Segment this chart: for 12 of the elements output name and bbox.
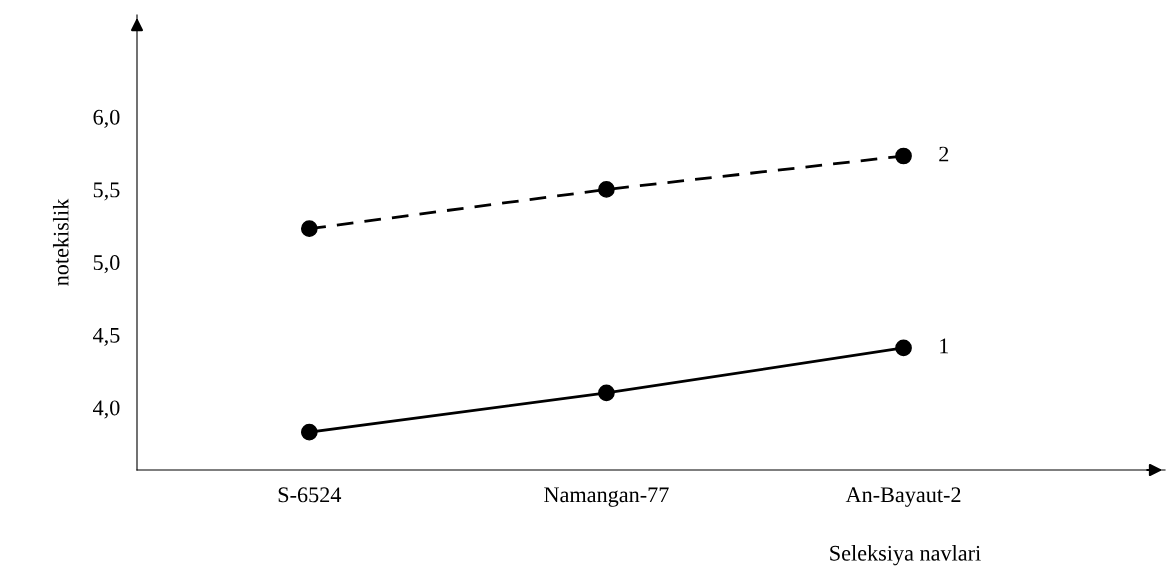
y-tick-label: 5,0 [93, 255, 120, 274]
series-label: 1 [940, 338, 949, 354]
y-axis-title: notekislik [52, 198, 69, 286]
x-tick-label: S-6524 [278, 487, 342, 503]
y-tick-label: 5,5 [93, 182, 120, 201]
y-tick-label: 6,0 [93, 109, 120, 128]
x-axis-title: Seleksiya navlari [830, 545, 981, 566]
y-tick-label: 4,5 [92, 327, 120, 346]
series-label: 2 [939, 146, 949, 162]
x-tick-label: An-Bayaut-2 [845, 487, 961, 507]
x-tick-label: Namangan-77 [544, 487, 669, 507]
y-tick-label: 4,0 [92, 400, 120, 419]
